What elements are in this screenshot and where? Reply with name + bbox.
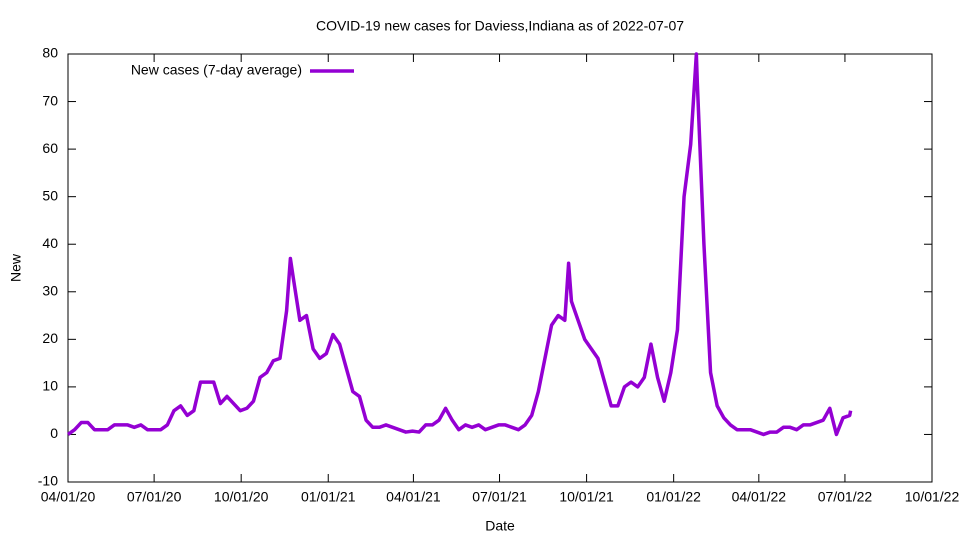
x-tick-label: 10/01/20 bbox=[214, 489, 269, 505]
y-tick-label: 80 bbox=[42, 45, 58, 61]
plot-frame bbox=[67, 53, 933, 483]
chart-title: COVID-19 new cases for Daviess,Indiana a… bbox=[316, 18, 684, 34]
x-tick-label: 07/01/20 bbox=[127, 489, 182, 505]
x-tick-label: 07/01/22 bbox=[818, 489, 873, 505]
x-tick-label: 04/01/20 bbox=[41, 489, 96, 505]
y-tick-label: 40 bbox=[42, 235, 58, 251]
y-tick-label: 20 bbox=[42, 330, 58, 346]
legend-label: New cases (7-day average) bbox=[131, 62, 302, 78]
y-tick-label: 50 bbox=[42, 187, 58, 203]
x-tick-label: 04/01/22 bbox=[732, 489, 787, 505]
x-tick-label: 07/01/21 bbox=[472, 489, 527, 505]
x-tick-label: 01/01/22 bbox=[646, 489, 701, 505]
x-tick-label: 10/01/21 bbox=[559, 489, 614, 505]
x-tick-label: 10/01/22 bbox=[905, 489, 960, 505]
y-tick-label: 10 bbox=[42, 378, 58, 394]
y-tick-label: 30 bbox=[42, 282, 58, 298]
series-line bbox=[66, 52, 853, 437]
x-tick-label: 01/01/21 bbox=[301, 489, 356, 505]
y-tick-label: 60 bbox=[42, 140, 58, 156]
y-tick-label: -10 bbox=[38, 473, 58, 489]
y-axis-label: New bbox=[8, 253, 24, 282]
y-tick-label: 70 bbox=[42, 92, 58, 108]
y-tick-label: 0 bbox=[50, 425, 58, 441]
x-tick-label: 04/01/21 bbox=[386, 489, 441, 505]
x-axis-label: Date bbox=[485, 518, 515, 534]
